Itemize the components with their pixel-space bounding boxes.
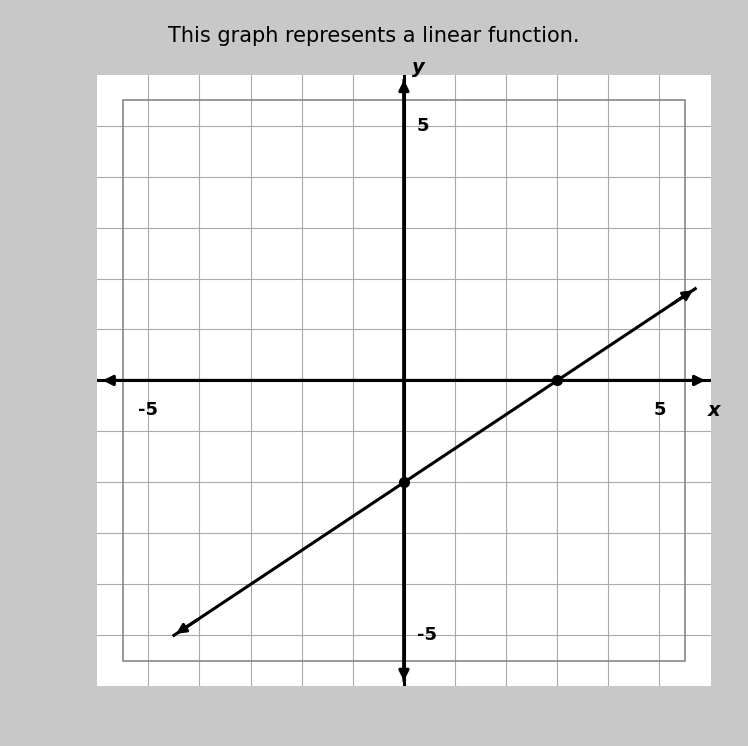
Text: 5: 5 [653, 401, 666, 419]
Text: y: y [411, 58, 424, 77]
Text: This graph represents a linear function.: This graph represents a linear function. [168, 26, 580, 46]
Text: -5: -5 [138, 401, 159, 419]
Text: -5: -5 [417, 627, 437, 645]
Text: x: x [708, 401, 720, 420]
Text: 5: 5 [417, 116, 429, 134]
